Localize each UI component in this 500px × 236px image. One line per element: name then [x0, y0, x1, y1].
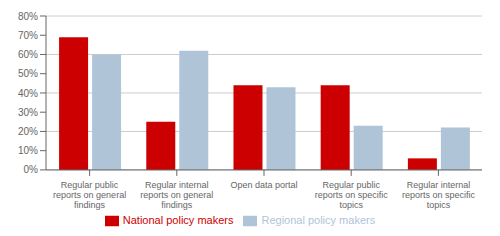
svg-text:70%: 70% [18, 30, 38, 41]
svg-text:Regular internalreports on spe: Regular internalreports on specifictopic… [402, 180, 476, 210]
html-text:Regional policy makers: Regional policy makers [261, 213, 376, 226]
svg-text:10%: 10% [18, 145, 38, 156]
svg-text:Regular internalreports on gen: Regular internalreports on generalfindin… [140, 180, 213, 210]
html-text:National policy makers: National policy makers [122, 213, 234, 226]
svg-text:60%: 60% [18, 49, 38, 60]
svg-text:0%: 0% [24, 164, 39, 175]
svg-text:50%: 50% [18, 68, 38, 79]
svg-text:Regular publicreports on gener: Regular publicreports on generalfindings [53, 180, 126, 210]
svg-text:Regular publicreports on speci: Regular publicreports on specifictopics [315, 180, 389, 210]
svg-text:Open data portal: Open data portal [230, 180, 297, 190]
svg-text:80%: 80% [18, 11, 38, 22]
svg-text:30%: 30% [18, 107, 38, 118]
svg-text:20%: 20% [18, 126, 38, 137]
svg-text:40%: 40% [18, 88, 38, 99]
